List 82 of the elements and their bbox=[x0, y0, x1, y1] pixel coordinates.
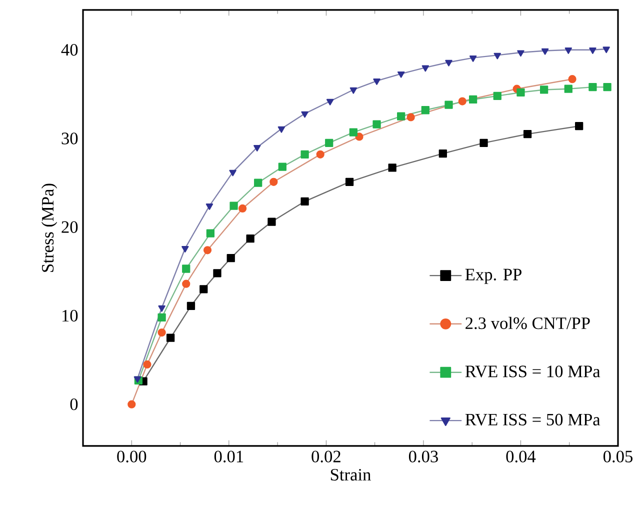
point bbox=[373, 78, 380, 85]
point bbox=[438, 149, 447, 158]
point bbox=[541, 48, 549, 55]
point bbox=[158, 328, 166, 337]
point bbox=[203, 246, 212, 254]
point bbox=[270, 178, 278, 186]
x-tick-label: 0.00 bbox=[117, 450, 146, 462]
legend-label: Exp. PP bbox=[465, 268, 522, 284]
point bbox=[182, 264, 190, 273]
point bbox=[575, 122, 584, 130]
point bbox=[564, 48, 572, 54]
x-tick-label: 0.01 bbox=[214, 450, 244, 462]
point bbox=[226, 254, 235, 262]
point bbox=[182, 280, 190, 288]
point bbox=[166, 334, 175, 342]
legend-label: RVE ISS = 50 MPa bbox=[465, 414, 600, 426]
y-tick-label: 20 bbox=[62, 221, 78, 233]
point bbox=[406, 113, 415, 122]
point bbox=[589, 48, 596, 54]
point bbox=[516, 88, 525, 96]
point bbox=[540, 86, 548, 94]
x-axis-title: Strain bbox=[330, 468, 371, 481]
point bbox=[458, 97, 466, 106]
point bbox=[300, 150, 309, 158]
y-tick-label: 10 bbox=[62, 310, 78, 322]
point bbox=[350, 87, 358, 94]
point bbox=[128, 400, 136, 408]
y-tick-label: 0 bbox=[70, 398, 78, 410]
point bbox=[158, 305, 166, 312]
point bbox=[316, 150, 324, 158]
point bbox=[325, 138, 334, 147]
point bbox=[158, 313, 166, 322]
point bbox=[388, 164, 396, 172]
point bbox=[564, 84, 572, 93]
point bbox=[268, 218, 276, 226]
point bbox=[182, 246, 189, 252]
point bbox=[278, 162, 286, 171]
point bbox=[523, 130, 532, 138]
point bbox=[254, 145, 261, 152]
point bbox=[444, 100, 453, 109]
x-tick-label: 0.02 bbox=[312, 450, 340, 462]
x-tick-label: 0.05 bbox=[603, 450, 632, 462]
point bbox=[468, 95, 478, 104]
point bbox=[345, 178, 354, 186]
point bbox=[480, 138, 488, 147]
point bbox=[422, 65, 429, 72]
point bbox=[517, 50, 524, 57]
point bbox=[300, 197, 309, 206]
point bbox=[588, 83, 597, 92]
point bbox=[602, 46, 610, 54]
point bbox=[186, 302, 196, 310]
point bbox=[445, 60, 452, 66]
point bbox=[421, 106, 430, 114]
point bbox=[213, 269, 222, 278]
point bbox=[301, 111, 308, 118]
point bbox=[206, 229, 214, 238]
point bbox=[229, 170, 236, 176]
point bbox=[493, 92, 502, 100]
legend-label: 2.3 vol% CNT/PP bbox=[466, 316, 590, 330]
y-axis-title: Stress (MPa) bbox=[41, 184, 58, 272]
point bbox=[246, 234, 254, 243]
point bbox=[238, 204, 247, 213]
point bbox=[143, 360, 152, 369]
point bbox=[254, 178, 262, 187]
point bbox=[230, 202, 238, 210]
point bbox=[603, 83, 612, 92]
point bbox=[349, 128, 358, 136]
legend-label: RVE ISS = 10 MPa bbox=[465, 366, 600, 378]
point bbox=[372, 120, 381, 128]
point bbox=[397, 112, 406, 120]
point bbox=[397, 71, 405, 78]
point bbox=[469, 56, 477, 62]
point bbox=[278, 126, 286, 133]
point bbox=[326, 98, 334, 106]
point bbox=[494, 52, 501, 60]
y-tick-label: 30 bbox=[62, 132, 78, 144]
point bbox=[206, 203, 214, 210]
x-tick-label: 0.03 bbox=[408, 450, 438, 462]
point bbox=[568, 75, 576, 84]
point bbox=[200, 285, 208, 294]
y-tick-label: 40 bbox=[61, 44, 78, 56]
x-tick-label: 0.04 bbox=[506, 450, 536, 462]
